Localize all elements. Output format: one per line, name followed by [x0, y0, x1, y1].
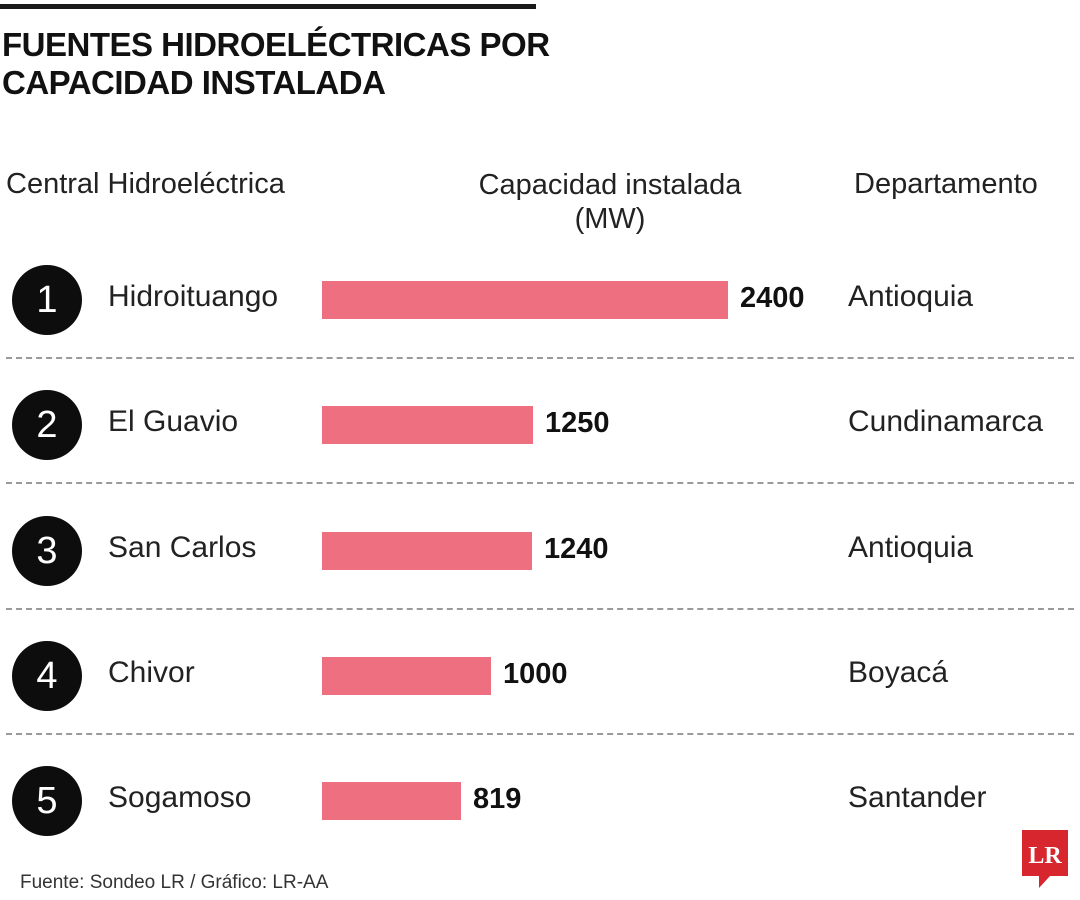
bar-row: 1 Hidroituango 2400 Antioquia	[0, 237, 1080, 363]
department-name: Santander	[848, 781, 987, 814]
capacity-bar	[322, 532, 532, 570]
lr-logo-shape	[1022, 830, 1068, 888]
department-name: Antioquia	[848, 280, 974, 313]
column-header-capacity-line-1: Capacidad instalada	[478, 169, 742, 201]
rank-badge: 4	[12, 641, 82, 711]
capacity-value-label: 819	[473, 783, 522, 815]
chart-title: FUENTES HIDROELÉCTRICAS POR CAPACIDAD IN…	[2, 26, 602, 102]
capacity-value-label: 1240	[544, 533, 609, 565]
department-name: Boyacá	[848, 656, 949, 689]
bar-row: 5 Sogamoso 819 Santander	[0, 738, 1080, 864]
capacity-bar	[322, 782, 461, 820]
plant-name: Hidroituango	[108, 280, 279, 313]
column-header-capacity-line-2: (MW)	[574, 203, 646, 235]
source-note: Fuente: Sondeo LR / Gráfico: LR-AA	[20, 872, 329, 893]
department-name: Antioquia	[848, 531, 974, 564]
bar-row: 2 El Guavio 1250 Cundinamarca	[0, 362, 1080, 488]
row-divider	[6, 733, 1074, 735]
bar-row: 3 San Carlos 1240 Antioquia	[0, 488, 1080, 614]
rank-badge: 5	[12, 766, 82, 836]
lr-logo-icon: LR	[1022, 830, 1068, 888]
capacity-bar	[322, 657, 491, 695]
row-divider	[6, 482, 1074, 484]
capacity-value-label: 1000	[503, 658, 568, 690]
plant-name: San Carlos	[108, 531, 257, 564]
capacity-bar	[322, 281, 728, 319]
chart-title-line-1: FUENTES HIDROELÉCTRICAS POR	[2, 26, 550, 63]
lr-logo-text: LR	[1028, 843, 1062, 869]
top-rule	[0, 4, 536, 9]
capacity-value-label: 1250	[545, 407, 610, 439]
plant-name: El Guavio	[108, 405, 239, 438]
row-divider	[6, 357, 1074, 359]
plant-name: Sogamoso	[108, 781, 252, 814]
bar-row: 4 Chivor 1000 Boyacá	[0, 613, 1080, 739]
rank-badge: 2	[12, 390, 82, 460]
rank-badge: 3	[12, 516, 82, 586]
column-header-plant: Central Hidroeléctrica	[6, 168, 285, 200]
chart-title-line-2: CAPACIDAD INSTALADA	[2, 64, 386, 101]
capacity-bar	[322, 406, 533, 444]
plant-name: Chivor	[108, 656, 195, 689]
department-name: Cundinamarca	[848, 405, 1044, 438]
capacity-value-label: 2400	[740, 282, 805, 314]
row-divider	[6, 608, 1074, 610]
column-header-capacity: Capacidad instalada (MW)	[430, 168, 790, 236]
column-header-department: Departamento	[854, 168, 1038, 200]
rank-badge: 1	[12, 265, 82, 335]
